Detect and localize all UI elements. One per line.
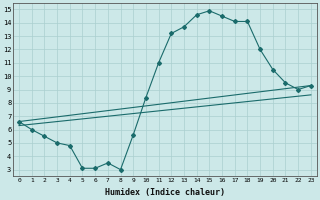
X-axis label: Humidex (Indice chaleur): Humidex (Indice chaleur) xyxy=(105,188,225,197)
